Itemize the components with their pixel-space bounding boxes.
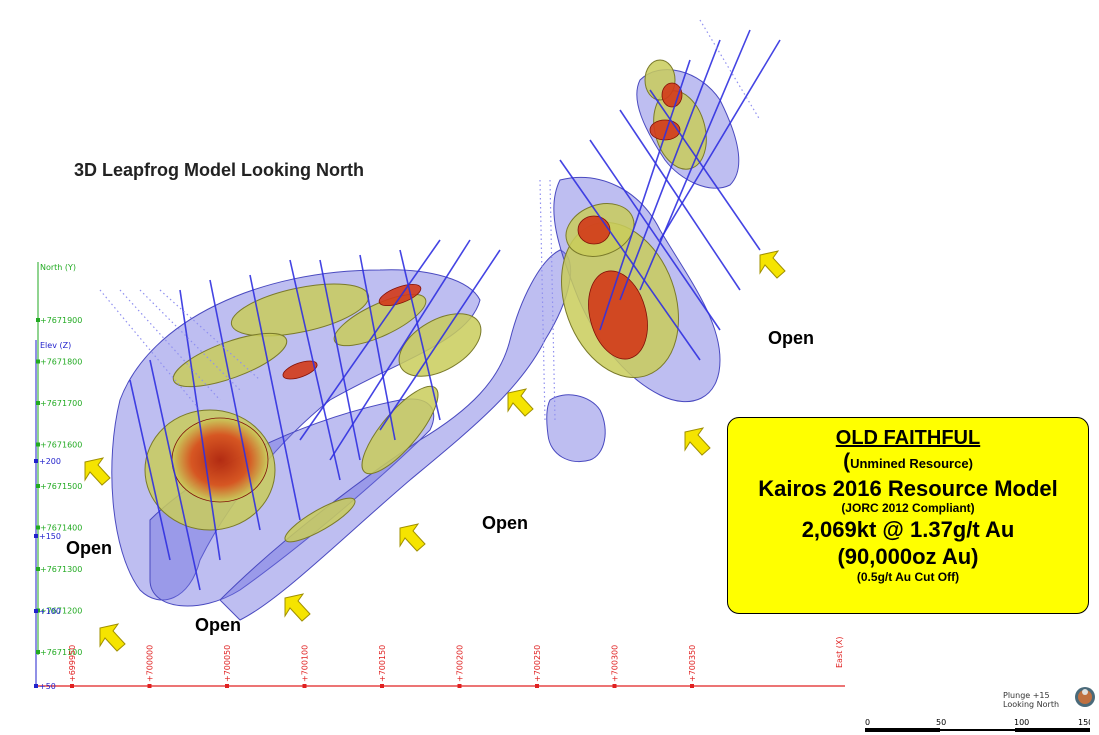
north-tick-label: +7671200	[40, 607, 82, 616]
arrow-icon	[99, 623, 126, 652]
east-axis-label: East (X)	[835, 636, 844, 668]
infobox-tonnage: 2,069kt @ 1.37g/t Au	[801, 517, 1015, 542]
resource-summary-box: OLD FAITHFUL (Unmined Resource) Kairos 2…	[727, 417, 1089, 614]
arrow-icon	[507, 388, 534, 417]
east-tick-mark	[302, 684, 307, 688]
axes: North (Y) Elev (Z) East (X) +7671900 +767…	[34, 262, 845, 691]
infobox-compliance: (JORC 2012 Compliant)	[841, 501, 975, 515]
north-tick-mark	[36, 359, 40, 364]
ore-body	[398, 313, 482, 377]
plunge-text: Plunge +15	[1003, 691, 1050, 700]
elev-tick-mark	[34, 459, 38, 463]
ore-body	[361, 385, 439, 475]
infobox-status-text: Unmined Resource)	[850, 456, 973, 471]
north-tick-mark	[36, 650, 40, 654]
east-tick-mark	[612, 684, 617, 688]
east-tick-mark	[690, 684, 694, 688]
open-label: Open	[66, 538, 113, 558]
east-tick-mark	[225, 684, 229, 688]
east-tick-mark	[147, 684, 152, 688]
drillhole-traces	[129, 29, 781, 591]
infobox-status: (Unmined Resource)	[728, 450, 1088, 476]
east-tick-label: +700000	[146, 645, 155, 682]
east-tick-label: +700300	[611, 645, 620, 682]
east-tick-label: +700150	[378, 645, 387, 682]
elev-tick-mark	[34, 609, 38, 613]
open-label: Open	[195, 615, 242, 635]
north-tick-mark	[36, 318, 40, 322]
arrow-icon	[84, 457, 111, 486]
north-tick-label: +7671300	[40, 565, 82, 574]
arrow-icon	[399, 523, 426, 552]
north-tick-label: +7671600	[40, 441, 82, 450]
ore-body	[172, 332, 288, 388]
north-tick-mark	[36, 401, 40, 405]
elev-tick-label: +100	[39, 607, 61, 616]
infobox-ounces: (90,000oz Au)	[837, 544, 979, 569]
arrow-icon	[684, 427, 711, 456]
east-tick-label: +700050	[223, 645, 232, 682]
east-tick-label: +699950	[68, 645, 77, 682]
elev-axis-label: Elev (Z)	[40, 341, 71, 350]
north-axis-label: North (Y)	[40, 263, 76, 272]
north-tick-mark	[36, 525, 40, 530]
infobox-open-paren: (	[843, 450, 851, 473]
elev-tick-mark	[34, 684, 38, 688]
east-tick-label: +700100	[301, 645, 310, 682]
east-tick-label: +700350	[688, 645, 697, 682]
infobox-heading: OLD FAITHFUL	[835, 427, 981, 449]
high-grade-core	[378, 283, 422, 307]
view-orientation: Plunge +15 Looking North	[1003, 691, 1059, 709]
high-grade-core-group	[171, 82, 683, 503]
elev-tick-mark	[34, 534, 38, 538]
high-grade-core	[649, 119, 681, 141]
arrow-icon	[759, 250, 786, 279]
page-title: 3D Leapfrog Model Looking North	[74, 160, 364, 180]
north-tick-label: +7671800	[40, 358, 82, 367]
resource-shell-drop	[546, 394, 606, 462]
direction-text: Looking North	[1003, 700, 1060, 709]
scale-tick-label: 150	[1078, 718, 1090, 727]
north-tick-label: +7671500	[40, 482, 82, 491]
east-tick-label: +700250	[533, 645, 542, 682]
north-tick-label: +7671400	[40, 524, 82, 533]
dotted-drill-traces	[99, 19, 761, 421]
elev-tick-label: +150	[39, 532, 61, 541]
high-grade-core	[171, 417, 269, 503]
scale-bar: 0 50 100 150	[865, 718, 1090, 732]
resource-shell-lower	[149, 398, 435, 607]
north-tick-mark	[36, 442, 40, 447]
north-tick-label: +7671700	[40, 399, 82, 408]
high-grade-core	[588, 270, 648, 360]
infobox-cutoff: (0.5g/t Au Cut Off)	[856, 570, 960, 584]
north-tick-mark	[36, 567, 40, 571]
ore-body	[284, 497, 356, 543]
high-grade-core	[282, 360, 318, 380]
high-grade-core	[577, 215, 611, 245]
east-tick-mark	[70, 684, 74, 688]
open-direction-arrows	[84, 250, 786, 652]
scale-tick-label: 100	[1014, 718, 1029, 727]
scale-tick-label: 50	[936, 718, 946, 727]
north-tick-label: +7671900	[40, 316, 82, 325]
north-tick-mark	[36, 484, 40, 488]
ore-body	[230, 283, 370, 337]
scale-tick-label: 0	[865, 718, 870, 727]
open-label: Open	[768, 328, 815, 348]
arrow-icon	[284, 593, 311, 622]
ore-body	[333, 293, 427, 347]
elev-tick-label: +50	[39, 682, 56, 691]
east-tick-mark	[535, 684, 539, 688]
east-tick-label: +700200	[456, 645, 465, 682]
east-tick-mark	[380, 684, 384, 688]
elev-tick-label: +200	[39, 457, 61, 466]
compass-icon	[1075, 687, 1095, 707]
infobox-model: Kairos 2016 Resource Model	[758, 476, 1058, 501]
north-tick-label: +7671100	[40, 648, 82, 657]
east-tick-mark	[457, 684, 462, 688]
open-label: Open	[482, 513, 529, 533]
